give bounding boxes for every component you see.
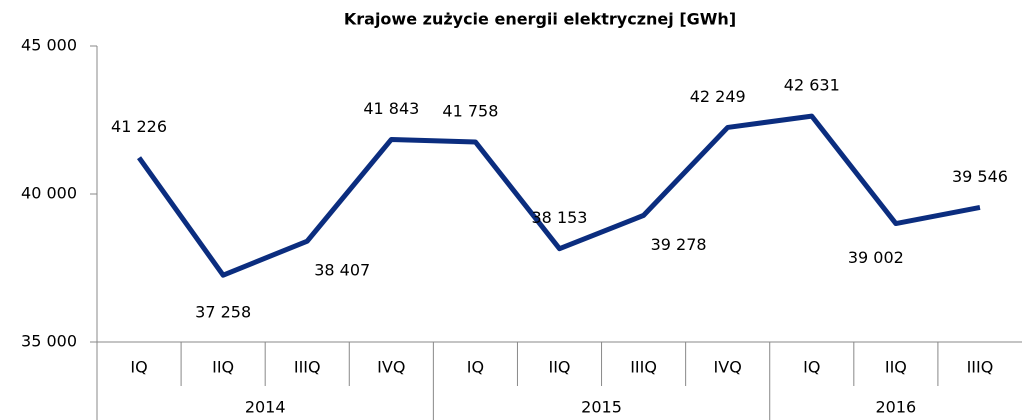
data-label: 42 249 [690,87,746,106]
x-tick-label: IQ [130,358,147,377]
y-tick-label: 35 000 [21,332,77,351]
x-tick-label: IQ [803,358,820,377]
data-label: 42 631 [784,76,840,95]
x-tick-label: IIIQ [630,358,657,377]
year-label: 2016 [876,398,917,417]
line [137,113,981,278]
x-tick-label: IIIQ [967,358,994,377]
data-label: 38 407 [314,261,370,280]
chart-title: Krajowe zużycie energii elektrycznej [GW… [344,10,736,29]
year-label: 2014 [245,398,286,417]
y-tick-label: 45 000 [21,36,77,55]
x-tick-label: IIIQ [294,358,321,377]
data-label: 41 226 [111,117,167,136]
x-tick-label: IQ [467,358,484,377]
y-tick-label: 40 000 [21,184,77,203]
data-label: 37 258 [195,303,251,322]
data-label: 39 278 [651,235,707,254]
data-label: 38 153 [532,208,588,227]
x-tick-label: IIQ [212,358,234,377]
x-tick-label: IVQ [377,358,405,377]
x-tick-label: IIQ [885,358,907,377]
x-tick-label: IIQ [548,358,570,377]
data-label: 39 546 [952,167,1008,186]
year-label: 2015 [581,398,622,417]
data-label: 41 758 [442,101,498,120]
data-label: 39 002 [848,248,904,267]
x-tick-label: IVQ [714,358,742,377]
data-label: 41 843 [363,99,419,118]
